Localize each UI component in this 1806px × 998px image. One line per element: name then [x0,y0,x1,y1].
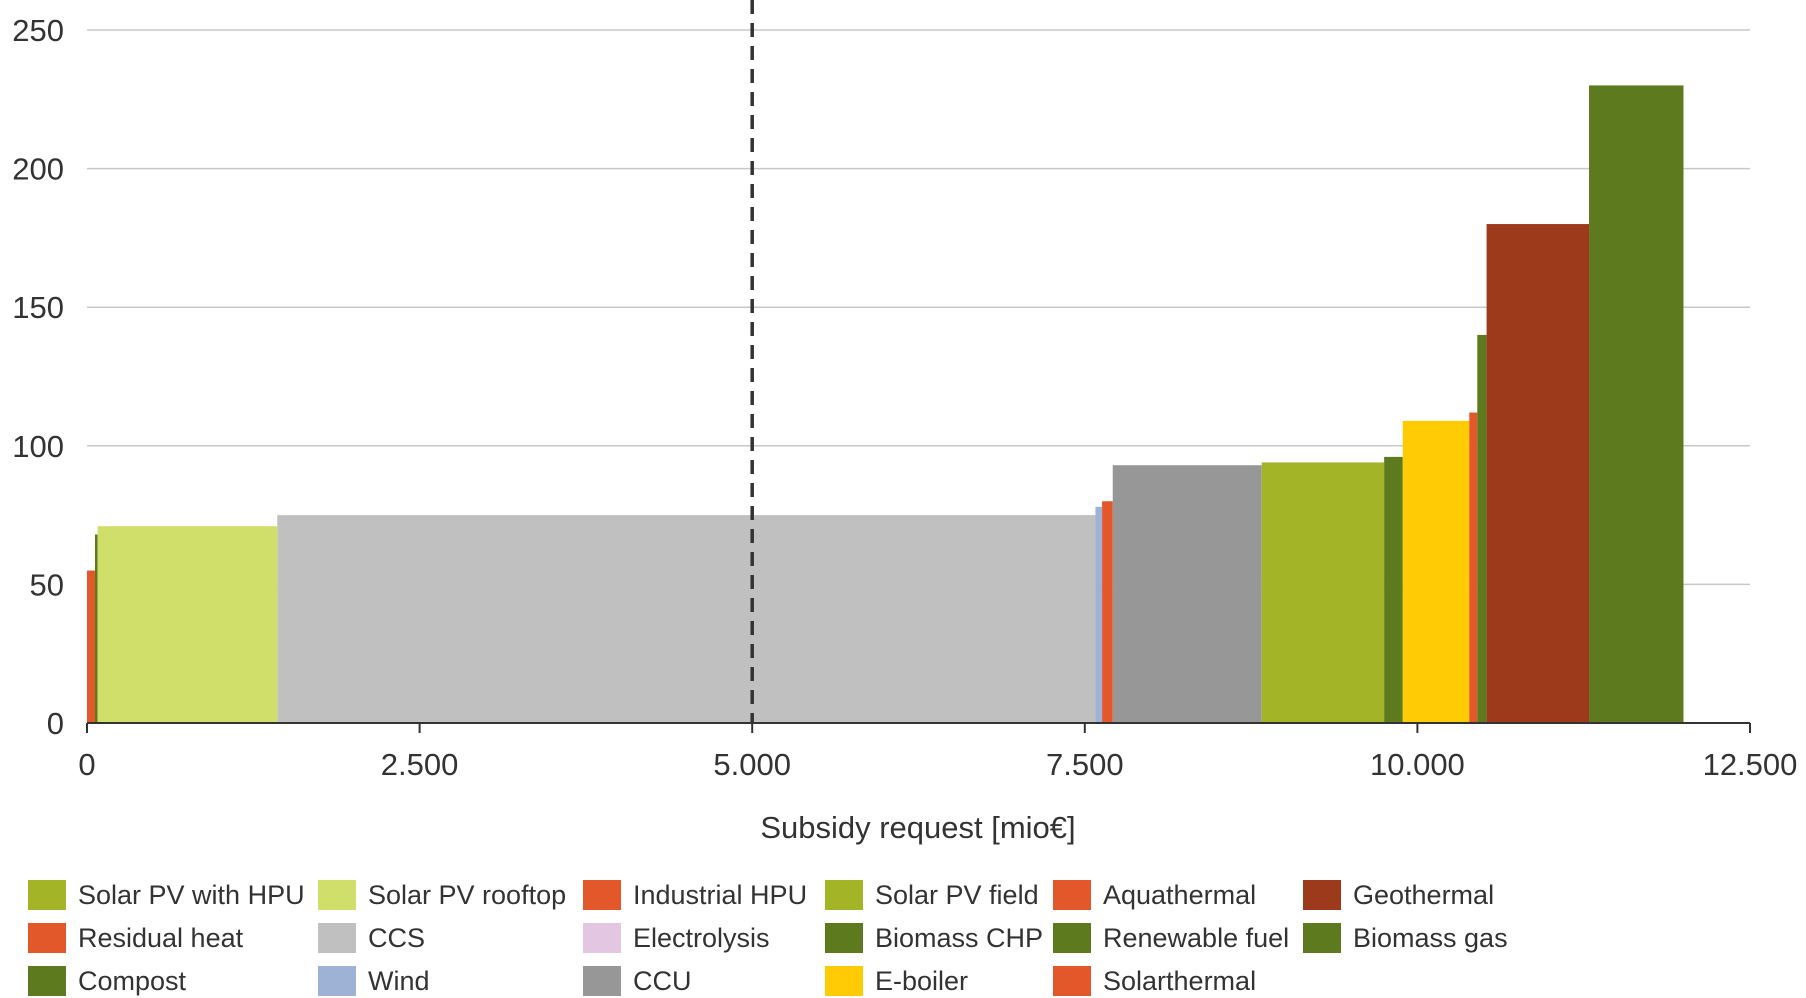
legend-item-biomass-gas: Biomass gas [1303,921,1508,955]
legend-item-ccs: CCS [318,921,425,955]
legend-label: Industrial HPU [633,879,808,910]
legend-swatch [318,880,356,910]
legend-label: Electrolysis [633,922,770,953]
y-tick-label: 250 [12,13,64,48]
bar-compost [94,534,98,723]
bar-biomass-gas [1589,85,1684,723]
legend-item-solarthermal: Solarthermal [1053,964,1256,998]
legend-swatch [318,923,356,953]
legend-swatch [1303,880,1341,910]
bar-biomass-chp [1384,456,1403,723]
legend-item-renewable-fuel: Renewable fuel [1053,921,1289,955]
y-tick-label: 150 [12,290,64,325]
legend-swatch [1053,880,1091,910]
x-tick-label: 2.500 [381,747,459,782]
x-tick-label: 10.000 [1370,747,1465,782]
legend-label: CCU [633,965,692,996]
x-axis-title: Subsidy request [mio€] [760,810,1075,845]
legend-item-electrolysis: Electrolysis [583,921,770,955]
axes: 0 50 100 150 200 250 0 2.500 5.000 7.500 10.000 12.… [12,13,1797,782]
legend-swatch [1303,923,1341,953]
bar-solar-pv-field [1261,462,1385,723]
legend-label: Compost [78,965,187,996]
legend-swatch [1053,923,1091,953]
legend-label: E-boiler [875,965,969,996]
legend-swatch [583,966,621,996]
bar-wind [1095,506,1103,723]
legend-swatch [318,966,356,996]
y-tick-label: 200 [12,152,64,187]
legend-label: Solar PV field [875,879,1039,910]
legend-item-compost: Compost [28,964,186,998]
bar-geothermal [1486,224,1590,724]
x-tick-label: 0 [78,747,95,782]
legend-item-solar-pv-rooftop: Solar PV rooftop [318,878,566,912]
cost-curve-chart: 0 50 100 150 200 250 0 2.500 5.000 7.500 10.000 12.… [12,0,1797,845]
legend-label: Renewable fuel [1103,922,1290,953]
bar-ccu [1112,465,1262,723]
legend-swatch [583,923,621,953]
legend-label: Solarthermal [1103,965,1257,996]
bar-residual-heat [87,570,95,723]
legend-label: Wind [368,965,430,996]
legend-label: CCS [368,922,426,953]
legend-label: Geothermal [1353,879,1495,910]
y-tick-label: 50 [30,567,64,602]
y-tick-label: 100 [12,429,64,464]
legend-swatch [825,966,863,996]
legend-label: Biomass CHP [875,922,1044,953]
x-tick-label: 5.000 [713,747,791,782]
legend-swatch [28,966,66,996]
bars [87,85,1684,724]
legend-item-geothermal: Geothermal [1303,878,1494,912]
legend-swatch [825,923,863,953]
legend-item-biomass-chp: Biomass CHP [825,921,1043,955]
bar-ccs [277,515,1096,723]
legend-label: Biomass gas [1353,922,1508,953]
legend-swatch [583,880,621,910]
bar-e-boiler [1402,420,1470,723]
legend-item-solar-pv-field: Solar PV field [825,878,1039,912]
legend-label: Solar PV rooftop [368,879,567,910]
x-tick-label: 7.500 [1046,747,1124,782]
legend-item-industrial-hpu: Industrial HPU [583,878,807,912]
legend-swatch [28,880,66,910]
legend-label: Solar PV with HPU [78,879,305,910]
legend-item-e-boiler: E-boiler [825,964,968,998]
legend-item-ccu: CCU [583,964,692,998]
x-tick-label: 12.500 [1703,747,1798,782]
legend-item-wind: Wind [318,964,430,998]
bar-solar-pv-rooftop [97,526,278,723]
legend-swatch [28,923,66,953]
legend-label: Aquathermal [1103,879,1257,910]
legend-swatch [825,880,863,910]
legend-item-aquathermal: Aquathermal [1053,878,1256,912]
legend-item-solar-pv-with-hpu: Solar PV with HPU [28,878,305,912]
bar-renewable-fuel [1477,334,1487,723]
legend-swatch [1053,966,1091,996]
bar-industrial-hpu [1102,501,1113,723]
legend-item-residual-heat: Residual heat [28,921,243,955]
legend-label: Residual heat [78,922,244,953]
bar-aquathermal [1469,412,1478,723]
y-tick-label: 0 [47,706,64,741]
